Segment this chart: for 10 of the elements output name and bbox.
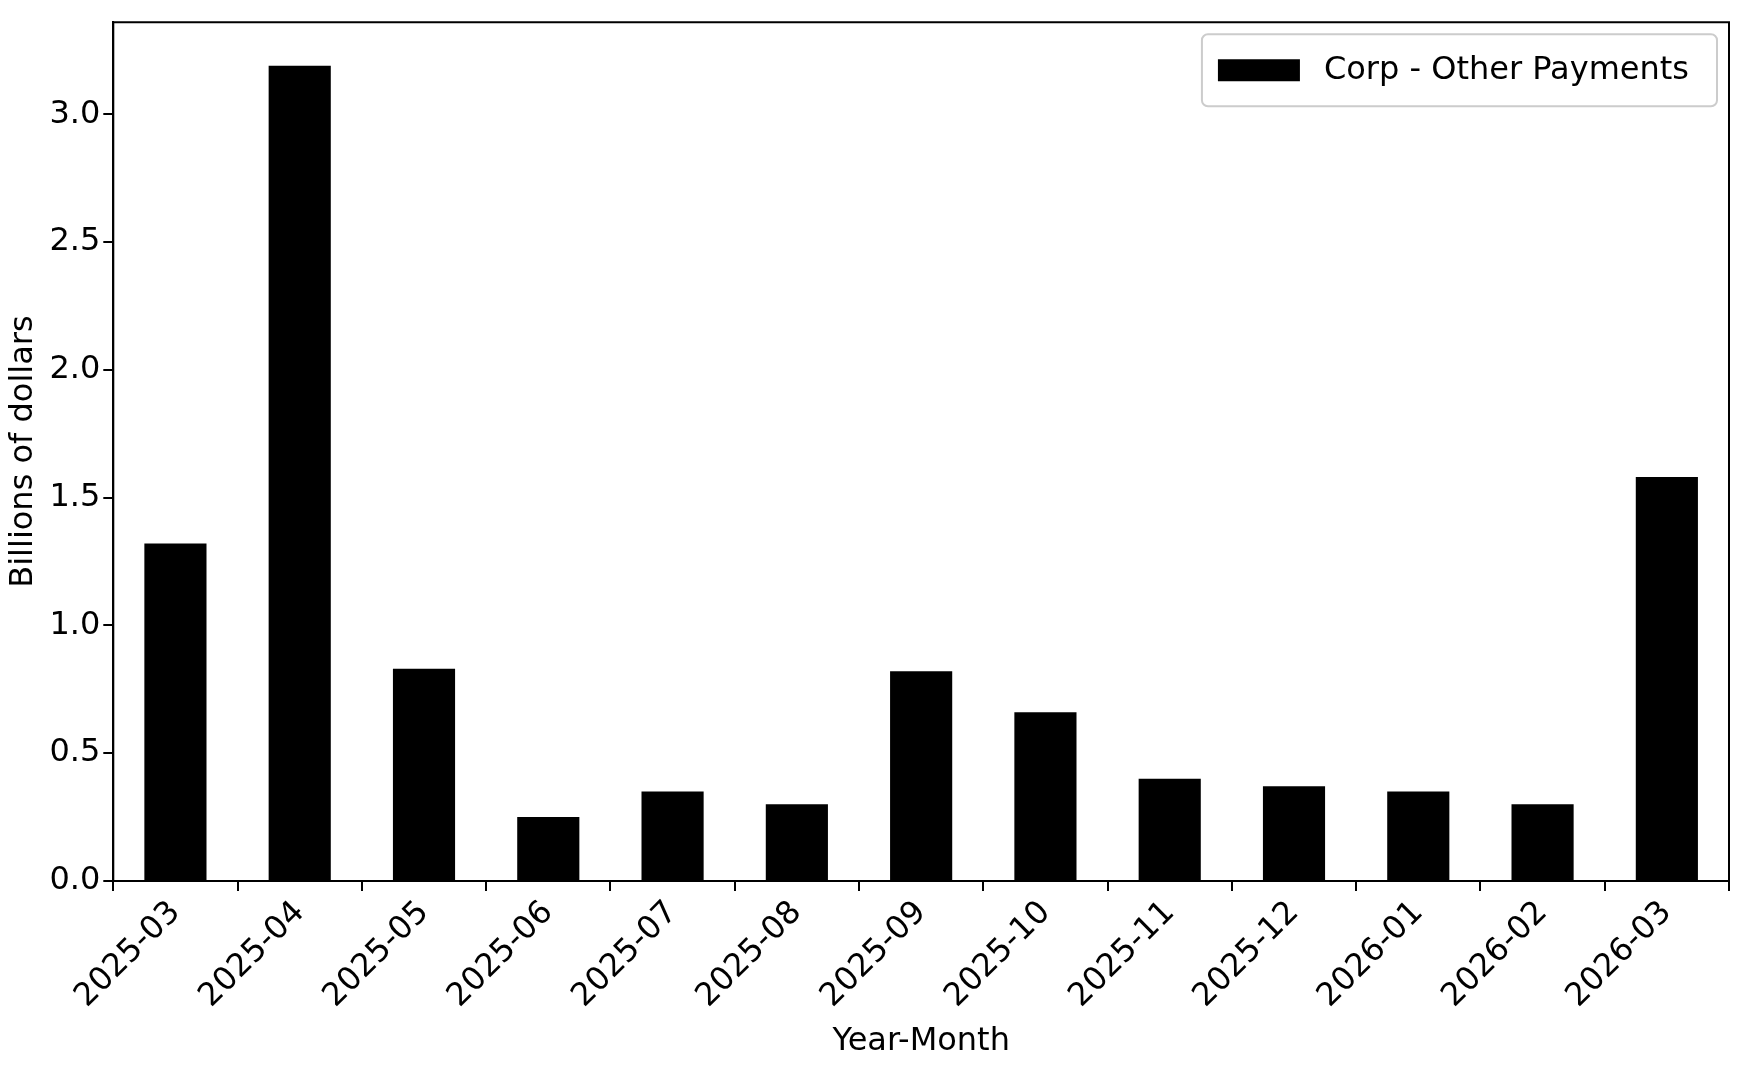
y-tick-label: 2.0 (49, 348, 101, 387)
y-tick-label: 1.5 (49, 475, 101, 514)
y-axis-title: Billions of dollars (1, 315, 40, 588)
legend-label: Corp - Other Payments (1323, 48, 1689, 87)
y-tick-label: 0.0 (49, 859, 101, 898)
y-tick-label: 0.5 (49, 731, 101, 770)
y-tick-label: 1.0 (49, 603, 101, 642)
x-axis-title: Year-Month (831, 1020, 1010, 1059)
y-tick-label: 3.0 (49, 92, 101, 131)
y-tick-label: 2.5 (49, 220, 101, 259)
